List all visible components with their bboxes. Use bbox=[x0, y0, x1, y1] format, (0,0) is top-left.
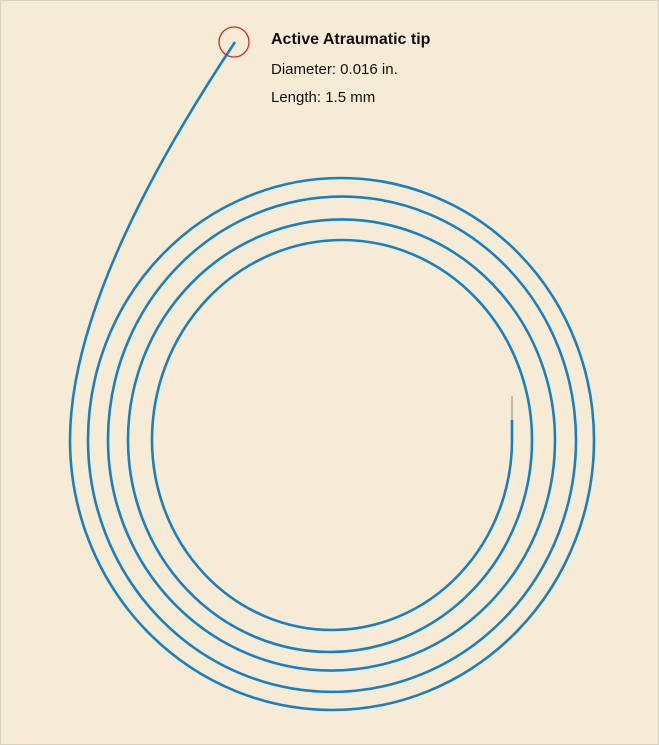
tip-highlight bbox=[218, 26, 250, 58]
callout-line: Length: 1.5 mm bbox=[271, 89, 375, 106]
callout-title: Active Atraumatic tip bbox=[271, 31, 431, 48]
callout-line: Diameter: 0.016 in. bbox=[271, 61, 398, 78]
guidewire-coil bbox=[68, 41, 596, 712]
